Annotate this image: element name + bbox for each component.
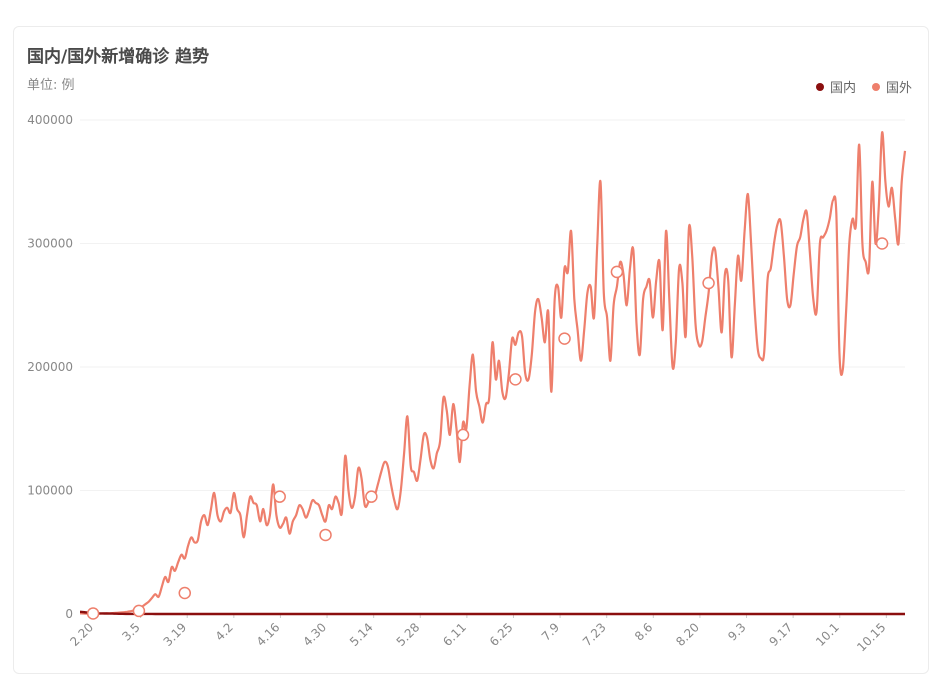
x-tick-label: 6.11	[440, 620, 469, 649]
chart-title: 国内/国外新增确诊 趋势	[27, 47, 210, 67]
x-tick-label: 3.5	[119, 620, 142, 643]
y-tick-label: 100000	[27, 484, 73, 498]
x-tick-label: 10.15	[854, 620, 888, 654]
y-tick-label: 0	[65, 607, 73, 621]
x-tick-label: 3.19	[161, 620, 190, 649]
legend-label-foreign: 国外	[885, 81, 912, 96]
x-tick-label: 9.17	[766, 620, 795, 649]
x-tick-label: 8.6	[632, 620, 655, 643]
data-point-marker	[456, 428, 470, 442]
x-tick-label: 5.28	[394, 620, 423, 649]
data-point-marker	[178, 586, 192, 600]
x-tick-label: 10.1	[813, 620, 842, 649]
data-point-marker	[875, 237, 889, 250]
x-tick-label: 2.20	[67, 620, 96, 649]
series-line-foreign	[79, 131, 907, 615]
legend-item-domestic[interactable]: 国内	[815, 77, 856, 96]
data-point-marker	[273, 490, 286, 503]
legend-dot-foreign-icon	[871, 82, 880, 91]
x-tick-label: 4.16	[254, 620, 283, 649]
data-point-marker	[132, 604, 146, 618]
x-tick-label: 8.20	[673, 620, 702, 649]
x-tick-label: 7.23	[580, 620, 609, 649]
x-tick-label: 4.2	[213, 620, 236, 643]
data-point-marker	[319, 528, 332, 542]
legend-dot-domestic-icon	[815, 82, 824, 91]
data-point-marker	[558, 332, 571, 345]
y-tick-label: 300000	[27, 237, 73, 251]
data-point-marker	[509, 373, 522, 386]
data-point-marker	[610, 265, 624, 279]
x-tick-label: 9.3	[725, 620, 748, 643]
data-point-marker	[365, 490, 378, 503]
x-tick-label: 6.25	[487, 620, 516, 649]
chart-unit: 单位: 例	[27, 78, 75, 93]
y-tick-label: 200000	[27, 360, 73, 374]
chart-legend: 国内 国外	[815, 77, 912, 96]
legend-item-foreign[interactable]: 国外	[871, 77, 912, 96]
data-point-marker	[86, 607, 100, 620]
x-tick-label: 5.14	[347, 620, 376, 649]
data-point-marker	[702, 276, 715, 290]
series-line-domestic	[79, 610, 905, 616]
chart-card: 国内/国外新增确诊 趋势 单位: 例 国内 国外	[13, 26, 929, 674]
x-tick-label: 7.9	[539, 620, 562, 643]
x-tick-label: 4.30	[300, 620, 329, 649]
legend-label-domestic: 国内	[829, 81, 856, 96]
y-tick-label: 400000	[27, 113, 73, 127]
